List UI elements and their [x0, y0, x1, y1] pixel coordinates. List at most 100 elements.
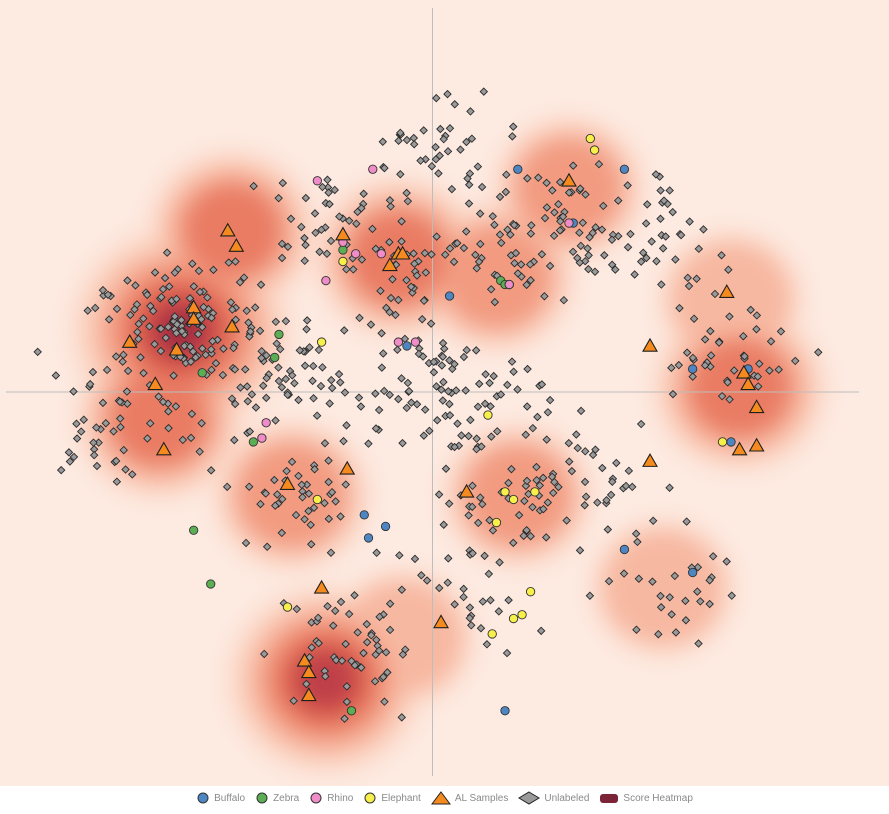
unlabeled-point-706: [522, 525, 531, 535]
unlabeled-point-652: [326, 548, 336, 557]
unlabeled-point-284: [408, 288, 417, 297]
unlabeled-point-431: [523, 174, 532, 183]
unlabeled-point-576: [425, 426, 434, 436]
unlabeled-point-127: [171, 402, 181, 411]
unlabeled-point-376: [445, 244, 455, 253]
legend-item-rhino[interactable]: Rhino: [309, 791, 353, 805]
unlabeled-point-582: [438, 396, 448, 405]
legend-item-elephant[interactable]: Elephant: [363, 791, 421, 805]
unlabeled-point-852: [450, 600, 459, 609]
unlabeled-point-233: [340, 326, 349, 335]
unlabeled-point-353: [394, 136, 403, 145]
unlabeled-point-575: [398, 438, 407, 448]
legend-item-al-samples[interactable]: AL Samples: [430, 791, 508, 805]
legend-item-zebra[interactable]: Zebra: [255, 791, 299, 805]
unlabeled-point-837: [482, 640, 492, 649]
unlabeled-point-724: [580, 447, 590, 456]
unlabeled-point-756: [648, 516, 658, 526]
unlabeled-point-340: [421, 155, 430, 164]
unlabeled-point-750: [633, 537, 642, 547]
unlabeled-point-758: [665, 593, 674, 602]
unlabeled-point-572: [371, 389, 380, 398]
unlabeled-point-730: [636, 419, 646, 429]
unlabeled-point-625: [241, 538, 251, 548]
unlabeled-point-110: [123, 366, 133, 376]
unlabeled-point-673: [538, 473, 548, 483]
unlabeled-point-97: [213, 335, 222, 345]
unlabeled-point-726: [621, 481, 631, 491]
unlabeled-point-90: [157, 292, 166, 302]
unlabeled-point-467: [641, 219, 651, 228]
unlabeled-point-644: [327, 487, 337, 497]
unlabeled-point-623: [521, 430, 531, 440]
unlabeled-point-391: [580, 256, 590, 266]
unlabeled-point-384: [540, 292, 549, 301]
legend-item-unlabeled[interactable]: Unlabeled: [518, 791, 589, 805]
unlabeled-point-446: [534, 173, 543, 182]
unlabeled-point-328: [443, 147, 453, 156]
unlabeled-point-614: [523, 364, 532, 374]
legend-label-zebra: Zebra: [273, 792, 300, 804]
unlabeled-point-10: [189, 282, 199, 291]
unlabeled-point-612: [522, 402, 532, 411]
unlabeled-point-219: [283, 390, 292, 400]
unlabeled-point-105: [256, 280, 266, 289]
unlabeled-point-335: [502, 170, 511, 179]
unlabeled-point-116: [208, 336, 217, 346]
unlabeled-point-345: [403, 196, 413, 206]
unlabeled-point-136: [206, 466, 216, 475]
unlabeled-point-474: [647, 237, 656, 246]
unlabeled-point-473: [668, 207, 677, 217]
unlabeled-point-369: [516, 260, 526, 269]
unlabeled-point-487: [623, 242, 633, 252]
unlabeled-point-314: [402, 275, 411, 285]
unlabeled-point-60: [242, 306, 251, 316]
unlabeled-point-309: [376, 286, 385, 296]
unlabeled-point-548: [507, 357, 517, 366]
unlabeled-point-316: [385, 307, 394, 317]
unlabeled-point-482: [659, 196, 669, 205]
legend-item-score-heatmap[interactable]: Score Heatmap: [599, 791, 693, 805]
al-sample-point-6: [168, 341, 185, 356]
unlabeled-point-483: [671, 255, 680, 264]
unlabeled-point-671: [514, 510, 524, 520]
unlabeled-point-100: [188, 259, 197, 268]
unlabeled-point-813: [381, 648, 391, 657]
al-sample-point-9: [334, 226, 351, 241]
unlabeled-point-451: [607, 235, 617, 244]
unlabeled-point-223: [327, 375, 336, 385]
unlabeled-point-647: [320, 498, 329, 508]
unlabeled-point-412: [636, 257, 646, 266]
unlabeled-point-567: [366, 320, 376, 329]
unlabeled-point-700: [478, 499, 487, 509]
unlabeled-point-737: [608, 477, 617, 486]
unlabeled-point-305: [417, 314, 427, 324]
unlabeled-point-270: [278, 178, 288, 188]
unlabeled-point-293: [461, 227, 471, 236]
unlabeled-point-124: [92, 461, 102, 471]
elephant-marker-icon: [364, 792, 376, 804]
unlabeled-point-712: [522, 476, 532, 486]
zebra-point-9: [346, 706, 357, 716]
unlabeled-point-2: [145, 322, 154, 331]
unlabeled-point-832: [480, 551, 489, 561]
unlabeled-point-632: [307, 540, 316, 549]
unlabeled-point-246: [368, 224, 377, 234]
unlabeled-point-417: [526, 229, 536, 238]
al-samples-swatch: [430, 791, 451, 805]
heatmap-contour-l2-c7: [673, 244, 790, 356]
buffalo-point-1: [619, 164, 630, 174]
elephant-point-6: [508, 494, 519, 505]
unlabeled-point-727: [564, 457, 574, 466]
unlabeled-point-424: [591, 223, 600, 232]
unlabeled-point-253: [344, 216, 354, 226]
unlabeled-point-536: [426, 319, 436, 328]
zebra-point-0: [338, 245, 348, 255]
unlabeled-point-210: [336, 378, 345, 387]
unlabeled-point-400: [525, 260, 535, 269]
legend-item-buffalo[interactable]: Buffalo: [196, 791, 245, 805]
unlabeled-point-271: [311, 228, 320, 238]
elephant-point-9: [312, 494, 322, 505]
unlabeled-point-364: [432, 93, 441, 103]
unlabeled-point-160: [115, 397, 125, 407]
